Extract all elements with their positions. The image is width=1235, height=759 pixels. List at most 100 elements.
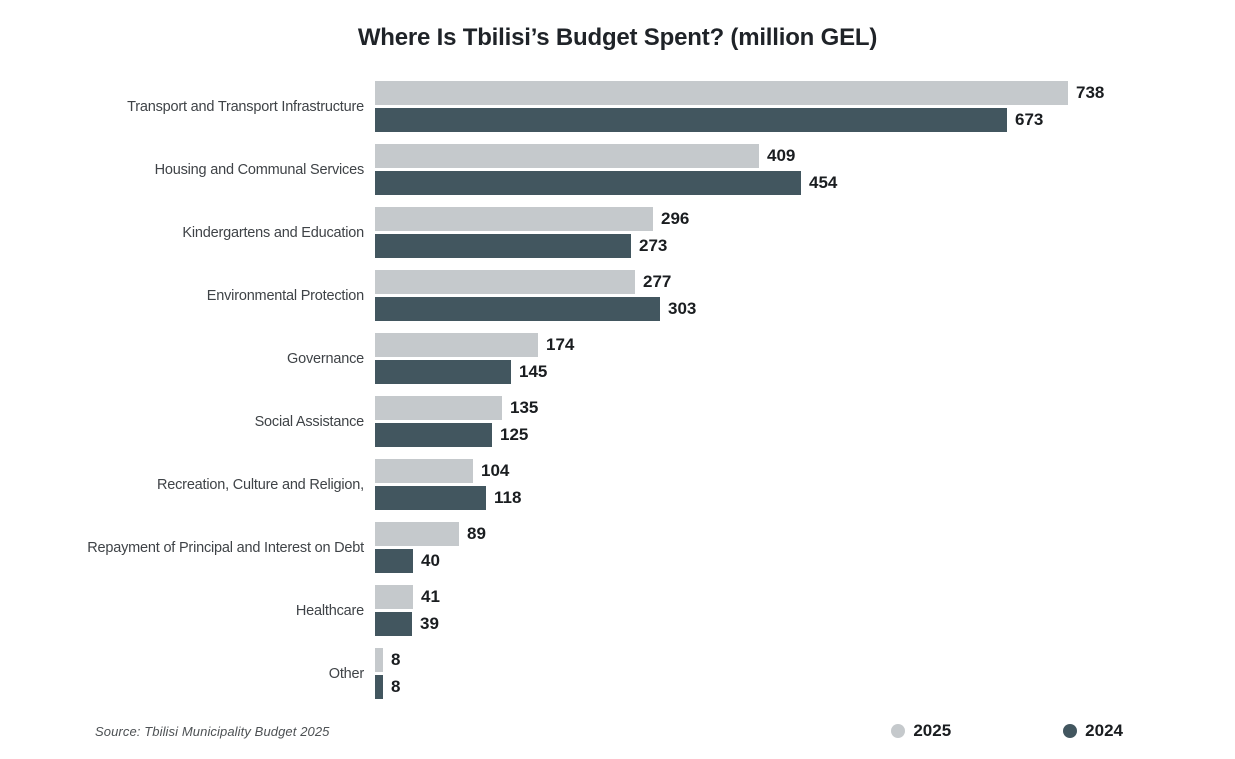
category-label: Healthcare [295,602,364,619]
bar-line: 40 [375,549,1235,573]
plot-area: Transport and Transport Infrastructure 73… [0,81,1235,699]
bar-2025 [375,270,635,294]
bar-2025 [375,459,473,483]
bar-line: 89 [375,522,1235,546]
bar-line: 8 [375,675,1235,699]
bar-line: 277 [375,270,1235,294]
bar-2025 [375,522,459,546]
bar-line: 118 [375,486,1235,510]
category-label: Environmental Protection [206,287,364,304]
value-label: 8 [391,677,401,696]
value-label: 104 [481,461,510,480]
bar-line: 738 [375,81,1235,105]
bar-pair: 277 303 [375,270,1235,321]
chart-footer: Source: Tbilisi Municipality Budget 2025… [0,721,1235,741]
bar-pair: 135 125 [375,396,1235,447]
category-group: Transport and Transport Infrastructure 73… [0,81,1235,132]
value-label: 39 [420,614,439,633]
bar-2024 [375,612,412,636]
category-label: Housing and Communal Services [154,161,365,178]
category-group: Other 8 8 [0,648,1235,699]
category-group: Kindergartens and Education 296 273 [0,207,1235,258]
bar-2024 [375,171,801,195]
value-label: 673 [1015,110,1044,129]
bar-2025 [375,333,538,357]
legend-swatch-icon [1063,724,1078,738]
bar-pair: 296 273 [375,207,1235,258]
bar-2025 [375,648,383,672]
value-label: 296 [661,209,690,228]
bar-pair: 41 39 [375,585,1235,636]
value-label: 40 [421,551,440,570]
category-group: Governance 174 145 [0,333,1235,384]
bar-2025 [375,585,413,609]
category-label: Transport and Transport Infrastructure [127,98,364,115]
bar-2025 [375,144,759,168]
bar-2024 [375,549,413,573]
bar-2024 [375,297,660,321]
value-label: 8 [391,650,401,669]
category-group: Social Assistance 135 125 [0,396,1235,447]
legend-swatch-icon [891,724,906,738]
category-group: Housing and Communal Services 409 454 [0,144,1235,195]
bar-line: 303 [375,297,1235,321]
value-label: 273 [639,236,668,255]
bar-2024 [375,675,383,699]
legend-item-2024: 2024 [1063,721,1123,741]
bar-line: 673 [375,108,1235,132]
value-label: 41 [421,587,440,606]
bar-line: 104 [375,459,1235,483]
chart-title: Where Is Tbilisi’s Budget Spent? (millio… [357,24,878,51]
bar-2024 [375,234,631,258]
category-label: Recreation, Culture and Religion, [157,476,364,493]
bar-2025 [375,81,1068,105]
category-group: Healthcare 41 39 [0,585,1235,636]
category-group: Recreation, Culture and Religion, 104 118 [0,459,1235,510]
value-label: 89 [467,524,486,543]
bar-pair: 174 145 [375,333,1235,384]
legend-label: 2025 [913,721,952,740]
bar-pair: 104 118 [375,459,1235,510]
value-label: 738 [1076,83,1105,102]
bar-line: 39 [375,612,1235,636]
bar-2024 [375,486,486,510]
bar-2024 [375,360,511,384]
bar-2024 [375,423,492,447]
legend-label: 2024 [1085,721,1123,740]
bar-pair: 738 673 [375,81,1235,132]
bar-line: 409 [375,144,1235,168]
value-label: 303 [668,299,697,318]
bar-line: 454 [375,171,1235,195]
category-group: Environmental Protection 277 303 [0,270,1235,321]
category-label: Social Assistance [254,413,365,430]
category-label: Repayment of Principal and Interest on D… [87,539,364,556]
value-label: 118 [494,488,522,507]
bar-line: 296 [375,207,1235,231]
bar-line: 174 [375,333,1235,357]
value-label: 145 [519,362,548,381]
category-group: Repayment of Principal and Interest on D… [0,522,1235,573]
value-label: 125 [500,425,529,444]
bar-line: 8 [375,648,1235,672]
category-label: Other [328,665,364,682]
legend: 2025 2024 [891,721,1123,741]
bar-line: 125 [375,423,1235,447]
value-label: 174 [546,335,575,354]
bar-2025 [375,396,502,420]
bar-line: 135 [375,396,1235,420]
bar-2024 [375,108,1007,132]
value-label: 409 [767,146,796,165]
value-label: 277 [643,272,672,291]
bar-line: 41 [375,585,1235,609]
bar-pair: 409 454 [375,144,1235,195]
bar-line: 273 [375,234,1235,258]
value-label: 454 [809,173,838,192]
bar-line: 145 [375,360,1235,384]
bar-pair: 89 40 [375,522,1235,573]
category-label: Governance [287,350,364,367]
legend-item-2025: 2025 [891,721,951,741]
bar-2025 [375,207,653,231]
source-note: Source: Tbilisi Municipality Budget 2025 [95,723,330,739]
